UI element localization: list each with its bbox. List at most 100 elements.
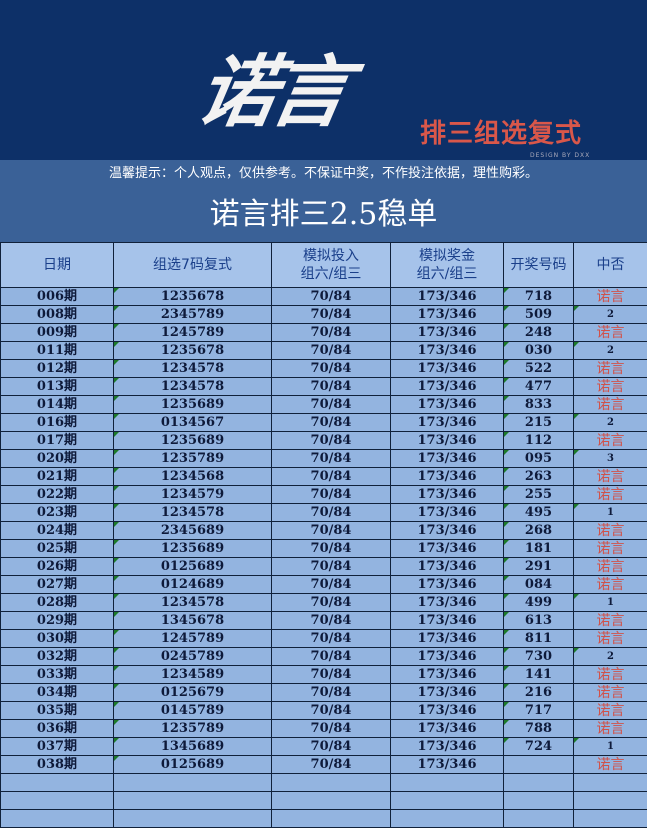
cell-result: 诺言 xyxy=(574,666,647,684)
cell-cost: 70/84 xyxy=(272,702,391,720)
cell-result: 诺言 xyxy=(574,684,647,702)
cell-prize: 173/346 xyxy=(391,702,504,720)
cell-combo: 0134567 xyxy=(114,414,272,432)
banner: 诺言 排三组选复式 DESIGN BY DXX xyxy=(0,0,647,160)
cell-result: 诺言 xyxy=(574,378,647,396)
cell-combo: 1234568 xyxy=(114,468,272,486)
cell-combo: 1245789 xyxy=(114,630,272,648)
cell-prize: 173/346 xyxy=(391,576,504,594)
cell-combo: 1235789 xyxy=(114,720,272,738)
cell-prize: 173/346 xyxy=(391,378,504,396)
cell-cost: 70/84 xyxy=(272,468,391,486)
cell-draw: 112 xyxy=(504,432,574,450)
cell-cost: 70/84 xyxy=(272,414,391,432)
cell-prize: 173/346 xyxy=(391,324,504,342)
header-date: 日期 xyxy=(1,243,114,288)
cell-combo: 1345678 xyxy=(114,612,272,630)
empty-cell xyxy=(574,810,647,828)
cell-cost: 70/84 xyxy=(272,360,391,378)
header-prize: 模拟奖金 组六/组三 xyxy=(391,243,504,288)
cell-result: 诺言 xyxy=(574,612,647,630)
cell-combo: 0145789 xyxy=(114,702,272,720)
logo-subtitle: 排三组选复式 xyxy=(420,113,582,150)
cell-date: 012期 xyxy=(1,360,114,378)
cell-combo: 0245789 xyxy=(114,648,272,666)
cell-combo: 2345689 xyxy=(114,522,272,540)
cell-date: 034期 xyxy=(1,684,114,702)
cell-draw: 268 xyxy=(504,522,574,540)
cell-combo: 1234589 xyxy=(114,666,272,684)
cell-cost: 70/84 xyxy=(272,396,391,414)
empty-cell xyxy=(272,810,391,828)
empty-cell xyxy=(114,774,272,792)
cell-cost: 70/84 xyxy=(272,432,391,450)
cell-prize: 173/346 xyxy=(391,288,504,306)
cell-combo: 1234578 xyxy=(114,378,272,396)
cell-draw: 248 xyxy=(504,324,574,342)
empty-row xyxy=(1,774,647,792)
cell-combo: 0124689 xyxy=(114,576,272,594)
cell-draw: 495 xyxy=(504,504,574,522)
empty-cell xyxy=(504,810,574,828)
cell-result: 1 xyxy=(574,594,647,612)
cell-combo: 2345789 xyxy=(114,306,272,324)
cell-date: 029期 xyxy=(1,612,114,630)
cell-date: 030期 xyxy=(1,630,114,648)
cell-draw: 613 xyxy=(504,612,574,630)
cell-result: 诺言 xyxy=(574,468,647,486)
cell-prize: 173/346 xyxy=(391,756,504,774)
cell-prize: 173/346 xyxy=(391,414,504,432)
cell-prize: 173/346 xyxy=(391,468,504,486)
cell-prize: 173/346 xyxy=(391,594,504,612)
cell-cost: 70/84 xyxy=(272,288,391,306)
empty-cell xyxy=(114,792,272,810)
cell-draw: 255 xyxy=(504,486,574,504)
cell-draw: 833 xyxy=(504,396,574,414)
cell-combo: 1235678 xyxy=(114,342,272,360)
cell-cost: 70/84 xyxy=(272,504,391,522)
cell-cost: 70/84 xyxy=(272,612,391,630)
empty-cell xyxy=(391,792,504,810)
cell-draw xyxy=(504,756,574,774)
cell-cost: 70/84 xyxy=(272,648,391,666)
cell-prize: 173/346 xyxy=(391,306,504,324)
cell-cost: 70/84 xyxy=(272,720,391,738)
cell-date: 009期 xyxy=(1,324,114,342)
cell-prize: 173/346 xyxy=(391,360,504,378)
cell-result: 诺言 xyxy=(574,324,647,342)
cell-draw: 084 xyxy=(504,576,574,594)
cell-cost: 70/84 xyxy=(272,576,391,594)
empty-cell xyxy=(391,774,504,792)
cell-cost: 70/84 xyxy=(272,666,391,684)
empty-cell xyxy=(574,774,647,792)
empty-cell xyxy=(1,792,114,810)
header-combo: 组选7码复式 xyxy=(114,243,272,288)
design-credit: DESIGN BY DXX xyxy=(530,152,590,159)
cell-result: 诺言 xyxy=(574,558,647,576)
cell-draw: 509 xyxy=(504,306,574,324)
cell-date: 033期 xyxy=(1,666,114,684)
cell-combo: 1234579 xyxy=(114,486,272,504)
cell-result: 2 xyxy=(574,342,647,360)
cell-cost: 70/84 xyxy=(272,630,391,648)
cell-combo: 0125689 xyxy=(114,756,272,774)
cell-result: 诺言 xyxy=(574,630,647,648)
cell-draw: 291 xyxy=(504,558,574,576)
cell-cost: 70/84 xyxy=(272,594,391,612)
